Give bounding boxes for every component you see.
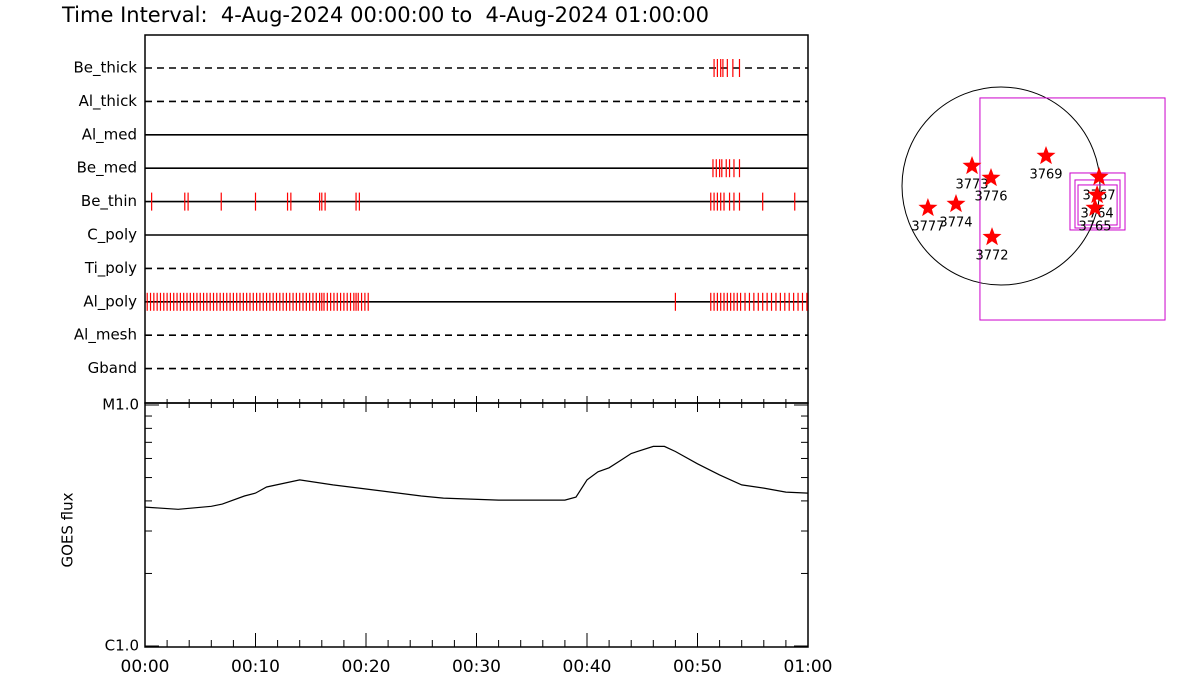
x-tick-label: 00:20 [342, 657, 391, 677]
x-tick-label: 00:50 [673, 657, 722, 677]
ar-label: 3774 [939, 216, 972, 231]
ar-star [1085, 198, 1105, 217]
ar-label: 3769 [1029, 167, 1062, 182]
ar-label: 3773 [955, 177, 988, 192]
y-tick-label: M1.0 [102, 396, 139, 414]
x-tick-label: 01:00 [784, 657, 833, 677]
ar-label: 3777 [911, 219, 944, 234]
ar-label: 3764 [1081, 206, 1114, 221]
fov-box [1077, 184, 1118, 226]
ar-star [962, 156, 982, 175]
x-tick-label: 00:10 [231, 657, 280, 677]
y-tick-label: C1.0 [105, 637, 139, 655]
row-label: Ti_poly [84, 259, 137, 278]
ar-star [982, 227, 1002, 246]
x-tick-label: 00:00 [121, 657, 170, 677]
row-label: Be_thick [73, 59, 137, 78]
x-tick-label: 00:30 [452, 657, 501, 677]
ar-label: 3772 [975, 249, 1008, 264]
ar-star [1036, 146, 1056, 165]
ar-label: 3776 [974, 189, 1007, 204]
row-label: C_poly [87, 226, 137, 245]
row-label: Be_med [77, 159, 137, 178]
fov-box [979, 97, 1166, 321]
ar-star [918, 198, 938, 217]
ar-star [1087, 185, 1107, 204]
solar-disk [901, 86, 1101, 286]
ar-star [946, 194, 966, 213]
row-label: Be_thin [81, 192, 137, 211]
row-label: Gband [88, 359, 137, 377]
x-tick-label: 00:40 [563, 657, 612, 677]
row-label: Al_mesh [74, 326, 137, 345]
ar-label: 3765 [1078, 219, 1111, 234]
goes-curve [144, 445, 809, 510]
y-axis-label: GOES flux [59, 492, 77, 567]
ar-star [1089, 167, 1109, 186]
ar-star [981, 168, 1001, 187]
row-label: Al_med [82, 125, 137, 144]
row-label: Al_thick [79, 92, 138, 111]
row-label: Al_poly [83, 292, 137, 311]
chart-title: Time Interval: 4-Aug-2024 00:00:00 to 4-… [61, 3, 709, 27]
